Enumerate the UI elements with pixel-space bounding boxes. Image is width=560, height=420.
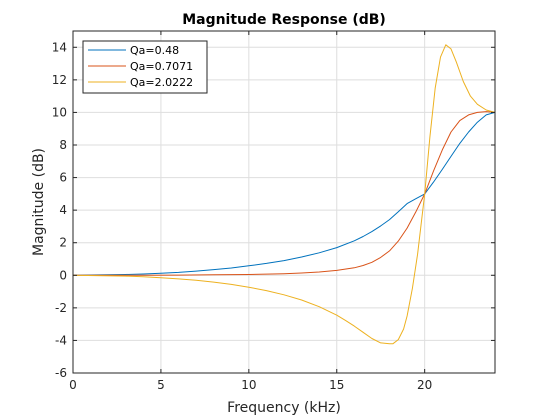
plot-frame [72, 30, 496, 374]
legend-label-1: Qa=0.48 [130, 44, 179, 57]
tick-labels: 0 5 10 15 20 -6 -4 -2 0 2 4 6 8 10 12 14 [52, 40, 433, 392]
y-tick-label: -4 [55, 333, 67, 347]
y-tick-label: 12 [52, 73, 67, 87]
grid-lines [73, 31, 495, 373]
y-tick-label: 10 [52, 105, 67, 119]
axis-ticks [72, 31, 495, 374]
series-line-2 [73, 111, 496, 276]
chart-title: Magnitude Response (dB) [182, 12, 386, 28]
series-line-3 [72, 44, 496, 345]
series-line-1 [72, 111, 496, 276]
x-tick-label: 5 [157, 378, 165, 392]
y-tick-label: -2 [55, 301, 67, 315]
y-tick-label: 4 [59, 203, 67, 217]
y-tick-label: -6 [55, 366, 67, 380]
x-tick-label: 0 [69, 378, 77, 392]
y-tick-label: 8 [59, 138, 67, 152]
x-tick-label: 15 [329, 378, 344, 392]
y-tick-label: 2 [59, 236, 67, 250]
legend-label-3: Qa=2.0222 [130, 76, 193, 89]
legend: Qa=0.48 Qa=0.7071 Qa=2.0222 [82, 40, 208, 94]
y-tick-label: 0 [59, 268, 67, 282]
legend-label-2: Qa=0.7071 [130, 60, 193, 73]
y-tick-label: 6 [59, 171, 67, 185]
x-tick-label: 20 [417, 378, 432, 392]
y-axis-label: Magnitude (dB) [31, 148, 47, 256]
series-group [72, 44, 496, 345]
x-tick-label: 10 [241, 378, 256, 392]
y-tick-label: 14 [52, 40, 67, 54]
x-axis-label: Frequency (kHz) [227, 400, 341, 416]
